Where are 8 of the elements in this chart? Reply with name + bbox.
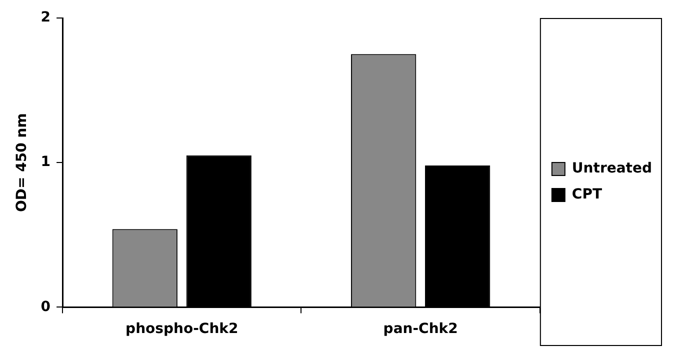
legend-label: Untreated — [572, 160, 652, 177]
x-tick-label: phospho-Chk2 — [126, 321, 238, 338]
y-tick-label: 0 — [40, 298, 51, 315]
y-tick-label: 2 — [40, 10, 51, 26]
x-tick-label: pan-Chk2 — [383, 321, 458, 338]
legend-label: CPT — [572, 186, 602, 203]
y-axis-title: OD= 450 nm — [14, 113, 30, 212]
y-tick-label: 1 — [40, 154, 51, 170]
